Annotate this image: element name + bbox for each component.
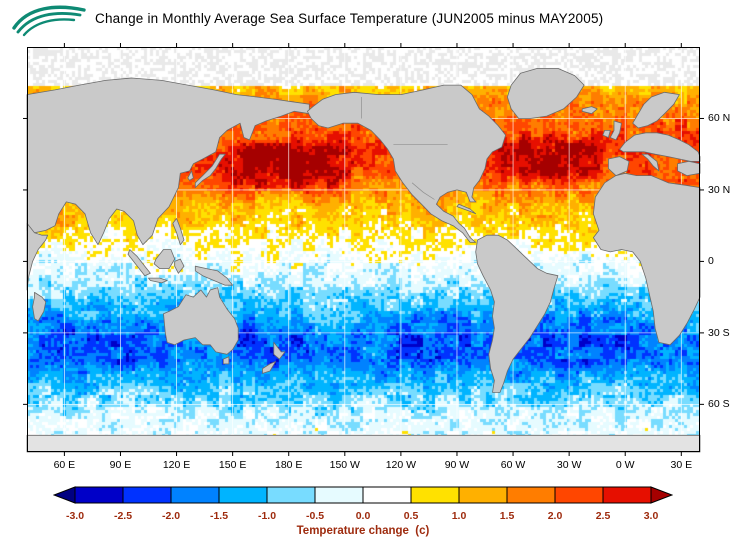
colorbar-tick-label: 2.0 [547, 510, 563, 522]
colorbar-segment [170, 486, 220, 504]
landmass-philippines [172, 218, 185, 246]
landmass-south-america [475, 234, 559, 393]
lon-tick-label: 60 E [53, 459, 76, 471]
landmass-iberia [608, 156, 630, 177]
landmass-new-guinea [194, 265, 234, 286]
colorbar-segment [410, 486, 460, 504]
lon-tick-label: 30 E [670, 459, 693, 471]
lat-tick-label: 30 S [708, 326, 730, 339]
lon-tick-label: 150 E [218, 459, 247, 471]
colorbar-segment [218, 486, 268, 504]
page-title: Change in Monthly Average Sea Surface Te… [95, 11, 604, 26]
landmass-ireland [602, 130, 611, 138]
landmass-greenland [506, 67, 585, 119]
colorbar-segment [266, 486, 316, 504]
logo-wave-1 [12, 5, 86, 30]
landmass-cuba [456, 203, 477, 215]
colorbar-segment [506, 486, 556, 504]
landmass-korea [187, 170, 194, 181]
lon-tick-label: 120 W [385, 459, 417, 471]
lat-tick-label: 60 N [708, 112, 731, 125]
landmass-madagascar [32, 291, 47, 322]
colorbar-segment [122, 486, 172, 504]
agency-wave-logo [12, 5, 86, 37]
colorbar-tick-label: 1.5 [499, 510, 515, 522]
landmass-eurasia [26, 77, 310, 246]
colorbar-tick-label: 2.5 [595, 510, 611, 522]
logo-wave-2 [16, 12, 82, 34]
map-frame [27, 47, 700, 452]
landmass-borneo [153, 249, 176, 270]
landmass-japan [194, 153, 226, 189]
colorbar-segment [314, 486, 364, 504]
colorbar-scale [52, 486, 674, 504]
landmass-new-zealand-north [273, 341, 286, 360]
lat-tick-label: 30 N [708, 183, 731, 196]
landmass-europe [619, 132, 701, 162]
colorbar-tick-label: 0.5 [403, 510, 419, 522]
landmass-africa [593, 172, 701, 346]
landmass-tasmania [222, 356, 230, 365]
lat-tick-label: 0 [708, 255, 714, 268]
colorbar-tick-label: -3.0 [65, 510, 85, 522]
landmass-scandinavia [632, 91, 680, 129]
landmass-australia [163, 287, 239, 355]
lon-tick-label: 0 W [615, 459, 635, 471]
lon-tick-label: 60 W [500, 459, 526, 471]
colorbar-tick-label: -1.0 [257, 510, 277, 522]
landmass-north-america [306, 84, 507, 243]
colorbar-left-arrow [52, 486, 76, 504]
landmass-java [148, 277, 168, 284]
colorbar-segment [74, 486, 124, 504]
lon-tick-label: 180 E [274, 459, 303, 471]
us-mexico-border [411, 182, 435, 200]
colorbar-tick-label: -0.5 [305, 510, 325, 522]
colorbar-segment [602, 486, 652, 504]
colorbar-tick-label: -2.5 [113, 510, 133, 522]
landmass-sulawesi [174, 258, 185, 274]
colorbar-tick-label: -2.0 [161, 510, 181, 522]
logo-wave-3 [22, 18, 76, 37]
colorbar-tick-label: 3.0 [643, 510, 659, 522]
colorbar-segment [362, 486, 412, 504]
landmass-africa-horn [26, 222, 49, 291]
map-overlay [23, 43, 704, 456]
colorbar: -3.0 -2.5 -2.0 -1.5 -1.0 -0.5 0.0 0.5 1.0 1.5 2.0 2… [52, 486, 674, 537]
landmass-new-zealand-south [262, 361, 277, 374]
colorbar-tick-label: -1.5 [209, 510, 229, 522]
lon-tick-label: 90 E [109, 459, 132, 471]
lon-tick-label: 150 W [329, 459, 360, 471]
landmass-britain [609, 120, 622, 141]
lon-tick-label: 90 W [444, 459, 470, 471]
landmass-italy [641, 153, 660, 172]
landmass-iceland [581, 106, 598, 115]
lat-tick-label: 60 S [708, 398, 730, 411]
colorbar-right-arrow [650, 486, 674, 504]
lon-tick-label: 30 W [556, 459, 582, 471]
sst-map [23, 43, 704, 456]
colorbar-tick-label: 0.0 [355, 510, 371, 522]
colorbar-ticks: -3.0 -2.5 -2.0 -1.5 -1.0 -0.5 0.0 0.5 1.0 1.5 2.0 2… [53, 510, 673, 523]
colorbar-segment [458, 486, 508, 504]
lon-tick-label: 120 E [162, 459, 191, 471]
colorbar-label: Temperature change (c) [296, 525, 430, 537]
landmass-sumatra [127, 249, 151, 277]
landmass-antarctic-ice [26, 434, 701, 453]
colorbar-tick-label: 1.0 [451, 510, 467, 522]
colorbar-segment [554, 486, 604, 504]
